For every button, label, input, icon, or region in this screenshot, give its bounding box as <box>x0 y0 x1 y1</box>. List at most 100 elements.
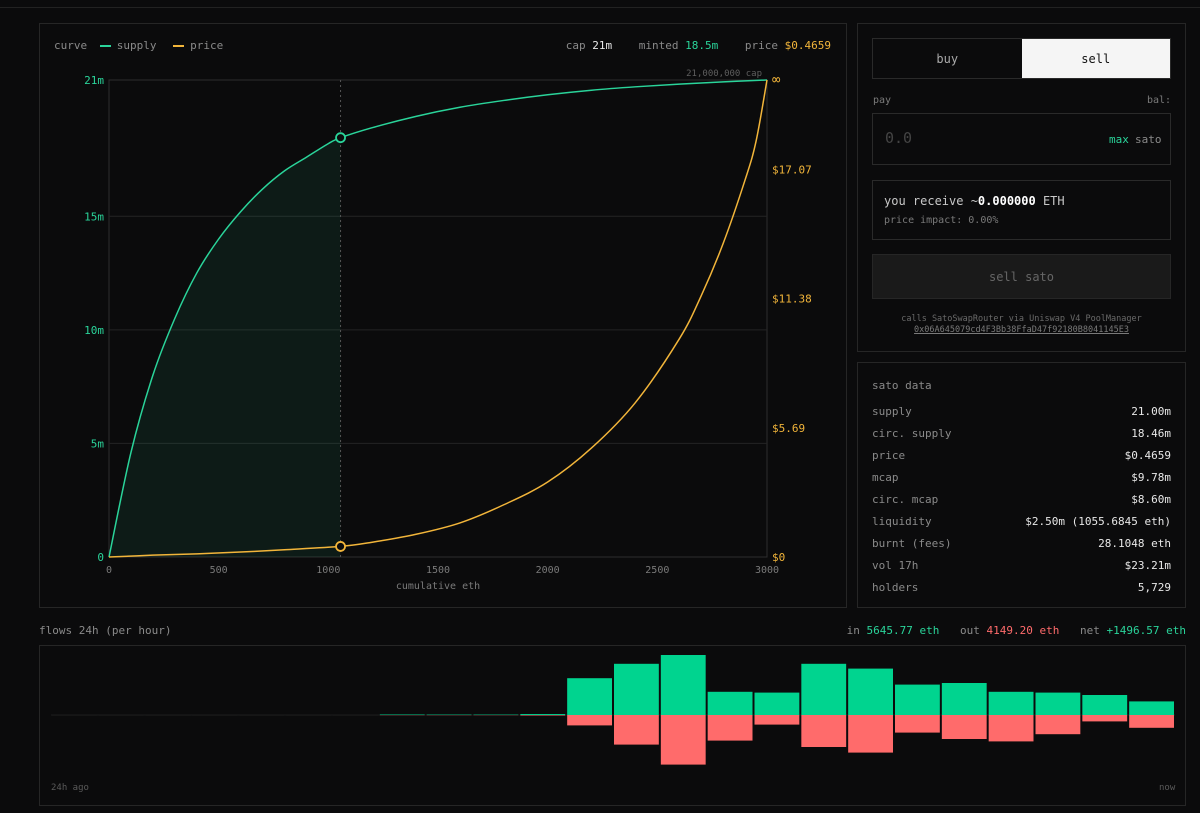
data-row-value: $8.60m <box>1131 492 1171 506</box>
supply-marker <box>335 132 346 144</box>
y-right-tick-label: $0 <box>772 551 785 564</box>
cap-label: cap <box>565 39 586 52</box>
price-stat-label: price <box>744 39 779 52</box>
price-line <box>108 79 768 558</box>
minted-value: 18.5m <box>685 39 719 52</box>
data-row-value: $2.50m (1055.6845 eth) <box>1025 514 1171 528</box>
x-tick-label: 0 <box>106 565 112 576</box>
flow-in-bar <box>895 684 940 715</box>
data-row-key: burnt (fees) <box>872 536 952 550</box>
y-left-tick-label: 15m <box>84 210 104 223</box>
cap-value: 21m <box>592 39 613 52</box>
flow-out-bar <box>614 715 659 745</box>
balance-label: bal: <box>1147 95 1172 106</box>
flows-start-label: 24h ago <box>51 783 89 793</box>
data-row-value: $23.21m <box>1124 558 1171 572</box>
in-label: in <box>846 624 860 637</box>
supply-legend-swatch <box>99 45 111 47</box>
router-text: calls SatoSwapRouter via Uniswap V4 Pool… <box>901 314 1142 324</box>
data-row-key: circ. mcap <box>872 492 939 506</box>
legend-title: curve <box>54 39 88 52</box>
data-row-value: $0.4659 <box>1124 448 1171 462</box>
data-row: liquidity $2.50m (1055.6845 eth) <box>872 510 1171 532</box>
flow-out-bar <box>941 715 987 739</box>
router-note: calls SatoSwapRouter via Uniswap V4 Pool… <box>872 314 1171 336</box>
in-value: 5645.77 eth <box>866 624 940 637</box>
flow-in-bar <box>801 663 847 715</box>
out-value: 4149.20 eth <box>986 624 1060 637</box>
data-row: mcap $9.78m <box>872 466 1171 488</box>
flow-out-bar <box>1082 715 1128 722</box>
price-impact: price impact: 0.00% <box>884 215 999 226</box>
max-button[interactable]: max <box>1109 133 1129 146</box>
receive-amount: 0.000000 <box>977 194 1036 208</box>
flow-out-bar <box>754 715 800 725</box>
flow-in-bar <box>1129 701 1174 715</box>
net-value: +1496.57 eth <box>1106 624 1186 637</box>
flow-in-bar <box>1082 695 1128 715</box>
flow-in-bar <box>660 655 706 715</box>
data-row-key: circ. supply <box>872 426 952 440</box>
data-row: price $0.4659 <box>872 444 1171 466</box>
flows-title: flows 24h (per hour) <box>39 624 172 637</box>
flow-out-bar <box>988 715 1034 742</box>
data-row-value: 21.00m <box>1131 404 1171 418</box>
flows-end-label: now <box>1159 783 1176 793</box>
data-row-value: $9.78m <box>1131 470 1171 484</box>
router-address-link[interactable]: 0x06A645079cd4F3Bb38FfaD47f92180B8041145… <box>914 325 1129 335</box>
data-row-key: holders <box>872 580 919 594</box>
pay-label: pay <box>873 95 892 106</box>
flow-out-bar <box>660 715 706 765</box>
price-stat-value: $0.4659 <box>784 39 831 52</box>
data-row-value: 18.46m <box>1131 426 1171 440</box>
data-row: holders 5,729 <box>872 576 1171 598</box>
amount-input[interactable] <box>883 128 1077 148</box>
legend-supply: supply <box>116 39 157 52</box>
y-left-tick-label: 21m <box>84 74 104 87</box>
receive-box: you receive ~0.000000 ETH price impact: … <box>872 180 1171 240</box>
data-title: sato data <box>872 379 932 392</box>
data-row-key: price <box>872 448 906 462</box>
curve-panel <box>39 23 847 608</box>
y-left-tick-label: 5m <box>91 437 105 450</box>
data-row: supply 21.00m <box>872 400 1171 422</box>
flow-in-bar <box>567 678 612 715</box>
y-right-tick-label: $5.69 <box>772 422 805 435</box>
data-row-value: 5,729 <box>1137 580 1171 594</box>
sell-button[interactable]: sell sato <box>872 254 1171 299</box>
flow-in-bar <box>988 691 1034 715</box>
unit-label: sato <box>1135 133 1162 146</box>
flows-stats: in 5645.77 eth out 4149.20 eth net +1496… <box>847 624 1186 637</box>
y-right-tick-label: $11.38 <box>772 293 812 306</box>
receive-line: you receive ~0.000000 ETH <box>884 194 1065 208</box>
flow-out-bar <box>567 715 612 726</box>
tab-buy[interactable]: buy <box>936 51 959 66</box>
data-row-key: vol 17h <box>872 558 919 572</box>
curve-stats: cap 21m minted 18.5m price $0.4659 <box>566 39 831 52</box>
y-left-tick-label: 10m <box>84 324 104 337</box>
flow-out-bar <box>707 715 753 741</box>
flow-in-bar <box>1035 692 1081 715</box>
out-label: out <box>960 624 980 637</box>
data-row: vol 17h $23.21m <box>872 554 1171 576</box>
y-left-tick-label: 0 <box>97 551 104 564</box>
data-row-key: supply <box>872 404 912 418</box>
top-divider <box>0 7 1200 8</box>
flow-in-bar <box>941 683 987 715</box>
flow-in-bar <box>707 691 753 715</box>
x-tick-label: 2500 <box>645 565 669 576</box>
data-row-key: liquidity <box>872 514 932 528</box>
flow-out-bar <box>848 715 893 753</box>
flow-out-bar <box>895 715 940 733</box>
net-label: net <box>1080 624 1100 637</box>
x-tick-label: 1000 <box>316 565 340 576</box>
receive-prefix: you receive ~ <box>884 194 978 208</box>
x-tick-label: 2000 <box>536 565 560 576</box>
data-row: burnt (fees) 28.1048 eth <box>872 532 1171 554</box>
data-panel <box>857 362 1186 608</box>
x-tick-label: 1500 <box>426 565 450 576</box>
tab-sell[interactable]: sell <box>1021 39 1170 78</box>
data-row: circ. supply 18.46m <box>872 422 1171 444</box>
data-rows: supply 21.00m circ. supply 18.46m price $0.46… <box>872 400 1171 598</box>
